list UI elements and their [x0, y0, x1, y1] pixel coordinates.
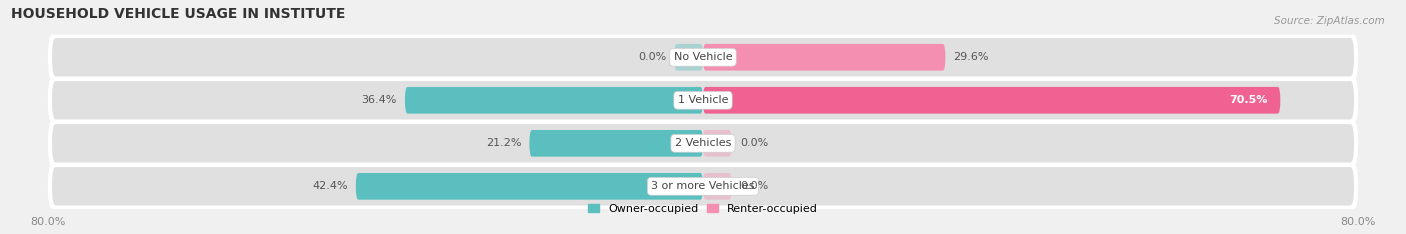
- FancyBboxPatch shape: [405, 87, 703, 114]
- FancyBboxPatch shape: [675, 44, 703, 71]
- Text: 42.4%: 42.4%: [312, 181, 347, 191]
- FancyBboxPatch shape: [48, 35, 1358, 80]
- Text: HOUSEHOLD VEHICLE USAGE IN INSTITUTE: HOUSEHOLD VEHICLE USAGE IN INSTITUTE: [11, 7, 346, 21]
- FancyBboxPatch shape: [703, 130, 731, 157]
- Text: 2 Vehicles: 2 Vehicles: [675, 138, 731, 148]
- Legend: Owner-occupied, Renter-occupied: Owner-occupied, Renter-occupied: [583, 199, 823, 218]
- FancyBboxPatch shape: [48, 164, 1358, 209]
- FancyBboxPatch shape: [48, 121, 1358, 166]
- Text: 3 or more Vehicles: 3 or more Vehicles: [651, 181, 755, 191]
- Text: No Vehicle: No Vehicle: [673, 52, 733, 62]
- Text: 1 Vehicle: 1 Vehicle: [678, 95, 728, 105]
- Text: 0.0%: 0.0%: [740, 181, 768, 191]
- FancyBboxPatch shape: [48, 78, 1358, 123]
- FancyBboxPatch shape: [52, 81, 1354, 120]
- Text: 70.5%: 70.5%: [1230, 95, 1268, 105]
- FancyBboxPatch shape: [703, 87, 1281, 114]
- Text: 29.6%: 29.6%: [953, 52, 988, 62]
- FancyBboxPatch shape: [52, 167, 1354, 205]
- Text: 36.4%: 36.4%: [361, 95, 396, 105]
- Text: Source: ZipAtlas.com: Source: ZipAtlas.com: [1274, 16, 1385, 26]
- FancyBboxPatch shape: [356, 173, 703, 200]
- FancyBboxPatch shape: [52, 124, 1354, 162]
- FancyBboxPatch shape: [52, 38, 1354, 77]
- Text: 0.0%: 0.0%: [740, 138, 768, 148]
- FancyBboxPatch shape: [703, 44, 945, 71]
- Text: 21.2%: 21.2%: [485, 138, 522, 148]
- FancyBboxPatch shape: [530, 130, 703, 157]
- FancyBboxPatch shape: [703, 173, 731, 200]
- Text: 0.0%: 0.0%: [638, 52, 666, 62]
